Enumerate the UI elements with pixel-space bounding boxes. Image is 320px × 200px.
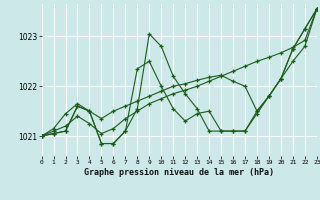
X-axis label: Graphe pression niveau de la mer (hPa): Graphe pression niveau de la mer (hPa)	[84, 168, 274, 177]
